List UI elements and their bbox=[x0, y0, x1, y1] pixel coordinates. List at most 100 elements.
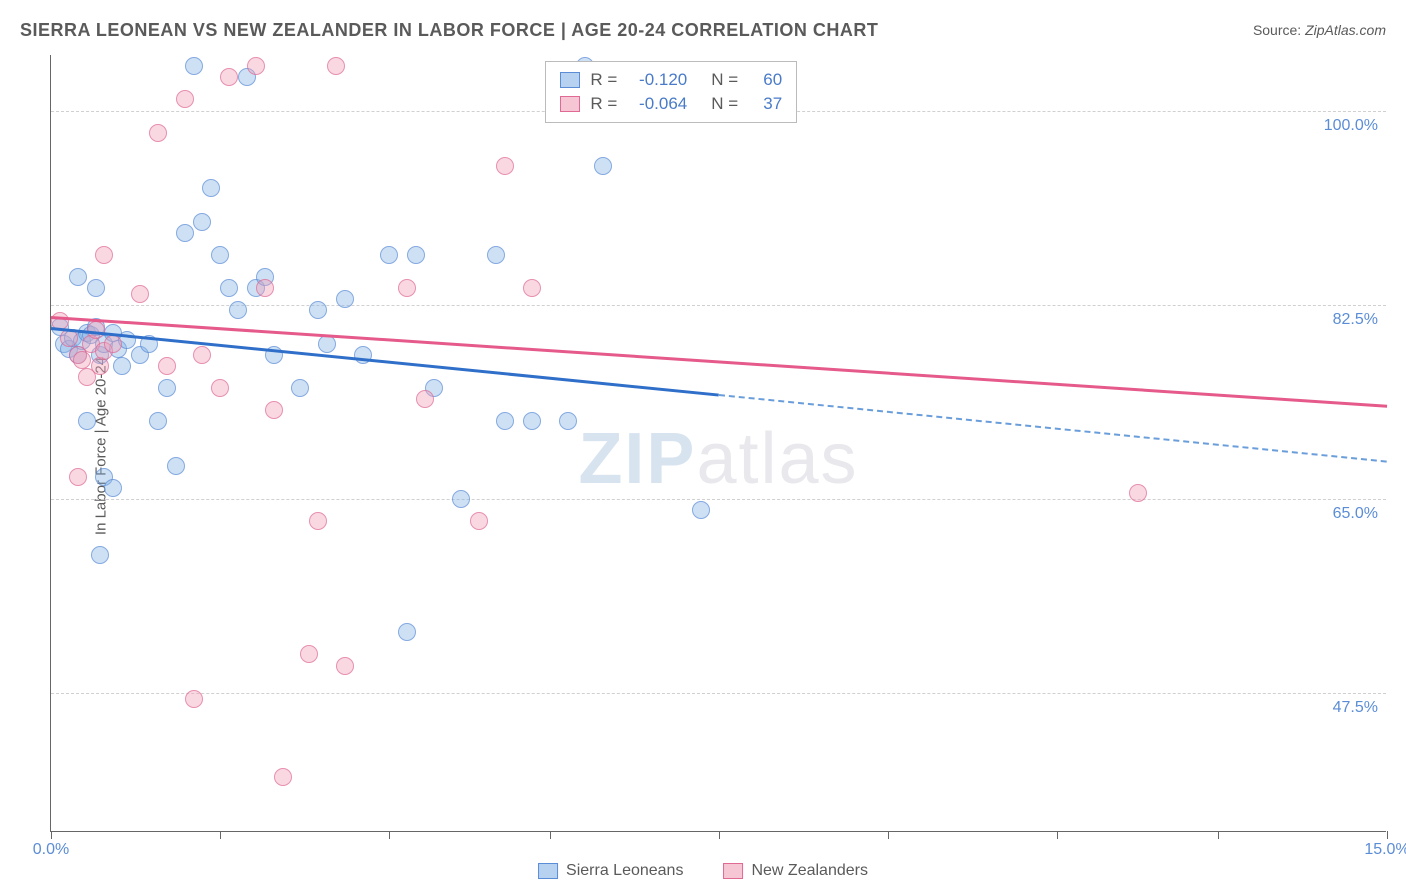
scatter-point bbox=[149, 124, 167, 142]
legend-swatch bbox=[723, 863, 743, 879]
scatter-point bbox=[309, 512, 327, 530]
x-tick bbox=[550, 831, 551, 839]
scatter-point bbox=[73, 351, 91, 369]
scatter-point bbox=[185, 690, 203, 708]
scatter-point bbox=[211, 246, 229, 264]
y-tick-label: 47.5% bbox=[1333, 699, 1378, 717]
x-tick bbox=[51, 831, 52, 839]
legend-swatch bbox=[538, 863, 558, 879]
scatter-point bbox=[104, 335, 122, 353]
scatter-point bbox=[176, 90, 194, 108]
gridline bbox=[51, 693, 1386, 694]
scatter-point bbox=[113, 357, 131, 375]
x-max-label: 15.0% bbox=[1364, 841, 1406, 859]
n-value: 37 bbox=[748, 92, 782, 116]
scatter-point bbox=[1129, 484, 1147, 502]
scatter-point bbox=[496, 157, 514, 175]
legend-swatch bbox=[560, 96, 580, 112]
scatter-point bbox=[87, 279, 105, 297]
scatter-point bbox=[523, 412, 541, 430]
scatter-point bbox=[336, 657, 354, 675]
scatter-point bbox=[176, 224, 194, 242]
x-tick bbox=[389, 831, 390, 839]
chart-container: SIERRA LEONEAN VS NEW ZEALANDER IN LABOR… bbox=[0, 0, 1406, 892]
n-label: N = bbox=[711, 92, 738, 116]
scatter-point bbox=[91, 546, 109, 564]
source-credit: Source: ZipAtlas.com bbox=[1253, 22, 1386, 38]
scatter-point bbox=[416, 390, 434, 408]
scatter-point bbox=[149, 412, 167, 430]
legend-label: New Zealanders bbox=[751, 862, 868, 879]
scatter-point bbox=[95, 246, 113, 264]
scatter-point bbox=[193, 346, 211, 364]
gridline bbox=[51, 305, 1386, 306]
correlation-legend: R =-0.120N =60R =-0.064N =37 bbox=[545, 61, 797, 123]
scatter-point bbox=[496, 412, 514, 430]
legend-item: Sierra Leoneans bbox=[538, 862, 683, 880]
scatter-point bbox=[309, 301, 327, 319]
legend-item: New Zealanders bbox=[723, 862, 868, 880]
watermark-bold: ZIP bbox=[578, 419, 696, 499]
legend-row: R = -0.064 N = 37 bbox=[560, 92, 782, 116]
scatter-point bbox=[202, 179, 220, 197]
scatter-point bbox=[380, 246, 398, 264]
scatter-point bbox=[78, 412, 96, 430]
chart-title: SIERRA LEONEAN VS NEW ZEALANDER IN LABOR… bbox=[20, 20, 878, 41]
source-label: Source: bbox=[1253, 22, 1301, 38]
scatter-point bbox=[167, 457, 185, 475]
legend-label: Sierra Leoneans bbox=[566, 862, 683, 879]
scatter-point bbox=[220, 68, 238, 86]
scatter-point bbox=[247, 57, 265, 75]
scatter-point bbox=[594, 157, 612, 175]
scatter-point bbox=[69, 268, 87, 286]
scatter-point bbox=[407, 246, 425, 264]
scatter-point bbox=[158, 357, 176, 375]
y-tick-label: 65.0% bbox=[1333, 505, 1378, 523]
watermark-rest: atlas bbox=[696, 419, 858, 499]
scatter-point bbox=[69, 468, 87, 486]
scatter-point bbox=[265, 401, 283, 419]
watermark: ZIPatlas bbox=[578, 418, 858, 500]
scatter-point bbox=[452, 490, 470, 508]
scatter-point bbox=[193, 213, 211, 231]
gridline bbox=[51, 499, 1386, 500]
scatter-point bbox=[291, 379, 309, 397]
scatter-point bbox=[274, 768, 292, 786]
x-tick bbox=[719, 831, 720, 839]
scatter-point bbox=[398, 623, 416, 641]
scatter-point bbox=[470, 512, 488, 530]
x-tick bbox=[888, 831, 889, 839]
scatter-point bbox=[336, 290, 354, 308]
x-min-label: 0.0% bbox=[33, 841, 69, 859]
trend-line bbox=[719, 394, 1387, 463]
scatter-point bbox=[131, 285, 149, 303]
y-tick-label: 100.0% bbox=[1324, 117, 1378, 135]
source-value: ZipAtlas.com bbox=[1305, 22, 1386, 38]
scatter-point bbox=[487, 246, 505, 264]
r-label: R = bbox=[590, 92, 617, 116]
scatter-point bbox=[398, 279, 416, 297]
n-label: N = bbox=[711, 68, 738, 92]
scatter-point bbox=[104, 479, 122, 497]
y-tick-label: 82.5% bbox=[1333, 311, 1378, 329]
scatter-point bbox=[185, 57, 203, 75]
r-label: R = bbox=[590, 68, 617, 92]
x-tick bbox=[1387, 831, 1388, 839]
scatter-point bbox=[229, 301, 247, 319]
legend-row: R =-0.120N =60 bbox=[560, 68, 782, 92]
x-tick bbox=[1218, 831, 1219, 839]
scatter-point bbox=[692, 501, 710, 519]
legend-bottom: Sierra Leoneans New Zealanders bbox=[538, 862, 868, 880]
scatter-point bbox=[220, 279, 238, 297]
scatter-point bbox=[158, 379, 176, 397]
r-value: -0.064 bbox=[627, 92, 687, 116]
scatter-point bbox=[256, 279, 274, 297]
x-tick bbox=[220, 831, 221, 839]
scatter-point bbox=[211, 379, 229, 397]
scatter-point bbox=[523, 279, 541, 297]
plot-area: ZIPatlas 47.5%65.0%82.5%100.0%0.0%15.0%R… bbox=[50, 55, 1386, 832]
legend-swatch bbox=[560, 72, 580, 88]
scatter-point bbox=[559, 412, 577, 430]
r-value: -0.120 bbox=[627, 68, 687, 92]
scatter-point bbox=[327, 57, 345, 75]
